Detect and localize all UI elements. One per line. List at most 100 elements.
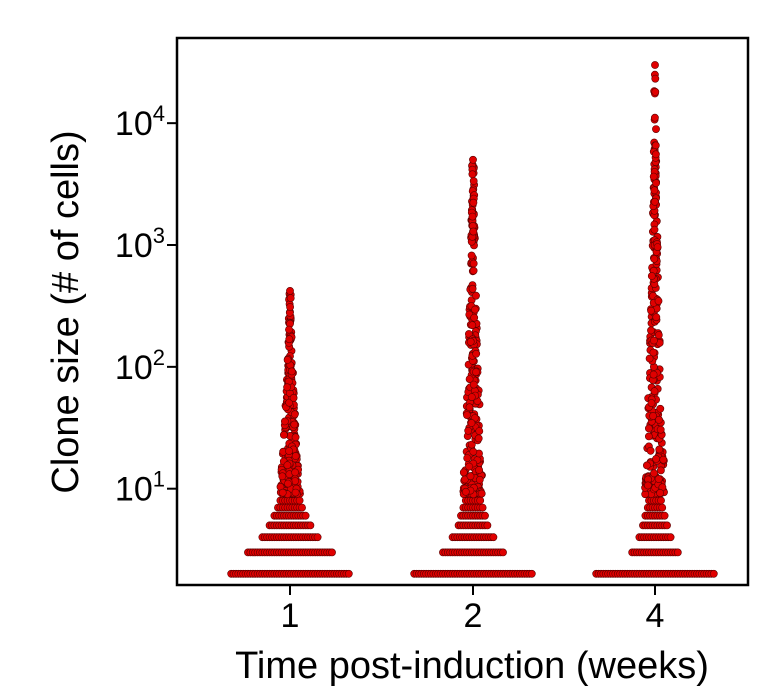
data-point	[646, 446, 655, 455]
data-point	[469, 259, 478, 268]
data-point	[472, 368, 480, 376]
data-point	[647, 306, 655, 315]
data-point	[657, 466, 665, 475]
data-point	[651, 141, 660, 150]
data-point	[468, 321, 477, 330]
data-point	[470, 313, 479, 322]
data-point	[301, 511, 310, 520]
y-tick-base: 10	[115, 471, 153, 509]
data-point	[469, 177, 478, 185]
data-point	[653, 243, 662, 251]
data-point	[463, 454, 472, 462]
data-point	[467, 393, 476, 401]
data-point	[468, 212, 477, 221]
y-tick-exponent: 1	[153, 467, 165, 492]
data-point	[285, 447, 293, 455]
data-point	[651, 88, 660, 96]
data-point	[652, 125, 660, 134]
data-point	[527, 569, 536, 578]
data-point	[643, 461, 651, 470]
data-point	[475, 475, 484, 484]
data-point	[467, 251, 476, 260]
data-point	[286, 286, 294, 295]
data-point	[481, 511, 489, 520]
data-point	[465, 375, 474, 383]
data-point	[654, 475, 663, 483]
data-point	[650, 225, 659, 234]
data-point	[649, 412, 657, 420]
data-point	[469, 155, 477, 164]
data-point	[459, 468, 468, 477]
data-point	[651, 74, 660, 83]
y-tick-label: 103	[115, 223, 165, 265]
y-tick-exponent: 3	[153, 223, 165, 248]
y-tick-base: 10	[115, 227, 153, 265]
data-point	[650, 387, 659, 396]
y-tick-exponent: 4	[153, 101, 165, 126]
data-point	[298, 503, 306, 512]
data-point	[469, 227, 478, 236]
y-tick-label: 102	[115, 345, 165, 387]
data-point	[286, 303, 294, 311]
data-point	[650, 254, 659, 263]
data-point	[468, 284, 477, 293]
data-point	[660, 511, 669, 520]
data-point	[464, 426, 473, 435]
data-point	[285, 335, 294, 344]
data-point	[659, 455, 668, 464]
x-axis: 1 2 4	[281, 585, 665, 635]
data-point	[465, 403, 474, 412]
data-point	[666, 533, 675, 542]
data-point	[655, 415, 663, 424]
data-points	[227, 61, 718, 578]
y-tick-base: 10	[115, 105, 153, 143]
data-point	[463, 411, 471, 419]
data-point	[287, 367, 296, 376]
data-point	[469, 447, 478, 456]
data-point	[650, 186, 659, 195]
data-point	[469, 266, 478, 275]
data-point	[483, 521, 492, 530]
data-point	[472, 291, 480, 300]
data-point	[654, 297, 663, 305]
data-point	[467, 419, 476, 427]
y-axis-title: Clone size (# of cells)	[45, 130, 87, 493]
data-point	[471, 305, 479, 314]
data-point	[651, 61, 659, 69]
data-point	[291, 477, 299, 485]
data-point	[656, 489, 664, 497]
data-point	[285, 325, 293, 334]
data-point	[283, 355, 292, 364]
data-point	[489, 533, 498, 542]
data-point	[477, 489, 486, 498]
data-point	[291, 468, 299, 477]
data-point	[475, 427, 484, 435]
data-point	[295, 496, 304, 505]
data-point	[656, 425, 665, 434]
data-point	[474, 434, 483, 443]
data-point	[291, 488, 300, 497]
data-point	[652, 454, 660, 463]
data-point	[279, 430, 288, 439]
data-point	[652, 313, 661, 322]
data-point	[465, 462, 474, 471]
data-point	[499, 548, 507, 557]
y-tick-exponent: 2	[153, 345, 165, 370]
data-point	[290, 410, 299, 419]
data-point	[280, 417, 289, 426]
y-tick-label: 104	[115, 101, 165, 143]
data-point	[651, 197, 659, 206]
data-point	[278, 472, 287, 481]
x-tick-label: 4	[646, 597, 665, 635]
data-point	[652, 150, 660, 159]
data-point	[291, 452, 300, 460]
data-point	[644, 481, 652, 490]
x-axis-title: Time post-induction (weeks)	[235, 645, 709, 687]
data-point	[285, 398, 294, 407]
data-point	[469, 380, 478, 389]
data-point	[645, 432, 653, 441]
data-point	[461, 487, 470, 496]
data-point	[658, 503, 667, 512]
data-point	[475, 466, 483, 474]
